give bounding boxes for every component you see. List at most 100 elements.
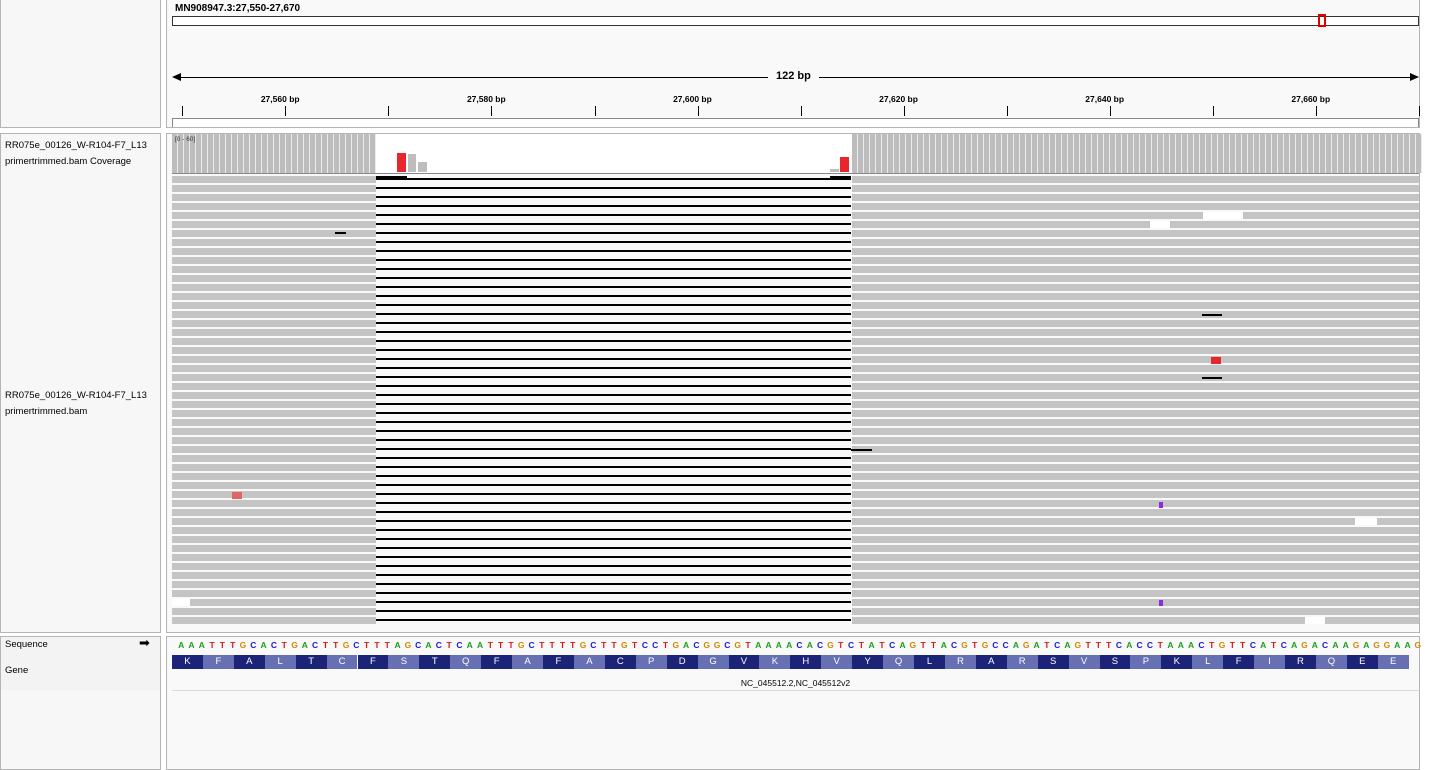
amino-acid-cell: K <box>172 655 203 669</box>
sequence-base: C <box>1136 640 1143 650</box>
ruler-tick <box>595 106 596 116</box>
sequence-base: A <box>1332 640 1339 650</box>
amino-acid-cell: A <box>975 655 1007 669</box>
sequence-base: A <box>1188 640 1195 650</box>
sequence-base: A <box>1311 640 1318 650</box>
sequence-base: A <box>1177 640 1184 650</box>
sequence-base: C <box>889 640 896 650</box>
sequence-base: C <box>1280 640 1287 650</box>
alignment-track-name-line2[interactable]: primertrimmed.bam <box>5 406 88 417</box>
ruler-tick <box>182 106 183 116</box>
amino-acid-cell: R <box>944 655 976 669</box>
chromosome-ideogram[interactable] <box>172 16 1419 26</box>
ruler-tick <box>388 106 389 116</box>
amino-acid-cell: F <box>481 655 513 669</box>
sequence-track-name[interactable]: Sequence <box>5 639 48 650</box>
strand-arrow-icon[interactable]: ➡ <box>139 636 150 651</box>
amino-acid-cell: F <box>202 655 234 669</box>
amino-acid-cell: R <box>1285 655 1316 669</box>
ruler-tick <box>801 106 802 116</box>
sequence-base: A <box>806 640 813 650</box>
sequence-base: G <box>291 640 298 650</box>
sequence-base: G <box>1383 640 1391 650</box>
ruler-tick-label: 27,580 bp <box>466 94 506 104</box>
amino-acid-cell: V <box>1068 655 1100 669</box>
amino-acid-cell: P <box>1130 655 1162 669</box>
ruler-tick-label: 27,620 bp <box>879 94 918 104</box>
sequence-base: C <box>528 640 535 650</box>
sequence-base: T <box>322 640 329 650</box>
sequence-base: C <box>1146 640 1153 650</box>
sequence-base: T <box>1085 640 1091 650</box>
sequence-base: A <box>188 640 195 650</box>
ruler-tick <box>1213 106 1214 116</box>
sequence-base: A <box>1064 640 1071 650</box>
sequence-base: T <box>879 640 885 650</box>
ruler-tick-label: 27,600 bp <box>673 94 712 104</box>
coverage-track-name-line2[interactable]: primertrimmed.bam Coverage <box>5 156 132 167</box>
amino-acid-cell: C <box>326 655 358 669</box>
sequence-base: A <box>1012 640 1019 650</box>
sequence-base: G <box>517 640 525 650</box>
sequence-base: T <box>1240 640 1246 650</box>
amino-acid-cell: C <box>604 655 636 669</box>
ruler-name-panel <box>0 0 161 128</box>
sequence-base: T <box>374 640 380 650</box>
locus-label: MN908947.3:27,550-27,670 <box>175 3 301 14</box>
sequence-base: G <box>579 640 587 650</box>
sequence-base: T <box>559 640 566 650</box>
gene-name-label[interactable]: NC_045512.2,NC_045512v2 <box>740 678 851 688</box>
sequence-base: T <box>281 640 287 650</box>
sequence-base: C <box>817 640 824 650</box>
sequence-base: C <box>652 640 659 650</box>
amino-acid-cell: Q <box>450 655 482 669</box>
sequence-base: T <box>487 640 493 650</box>
sequence-base: T <box>209 640 215 650</box>
sequence-base: A <box>775 640 782 650</box>
sequence-base: T <box>364 640 370 650</box>
data-panel <box>166 133 1420 633</box>
sequence-base: G <box>713 640 721 650</box>
span-width-label: 122 bp <box>768 70 819 82</box>
coverage-range-label: [0 - 60] <box>175 136 196 143</box>
sequence-base: A <box>425 640 432 650</box>
sequence-base: G <box>620 640 628 650</box>
sequence-base: T <box>930 640 937 650</box>
amino-acid-cell: Q <box>883 655 914 669</box>
ruler-tick-label: 27,560 bp <box>260 94 300 104</box>
current-region-marker[interactable] <box>1318 14 1326 27</box>
sequence-base: A <box>899 640 906 650</box>
gene-track-name[interactable]: Gene <box>5 665 29 676</box>
sequence-base: T <box>219 640 225 650</box>
amino-acid-cell: K <box>1161 655 1193 669</box>
coverage-track-name[interactable]: RR075e_00126_W-R104-F7_L13 <box>5 140 147 151</box>
sequence-base: T <box>384 640 390 650</box>
sequence-base: A <box>1167 640 1174 650</box>
amino-acid-cell: L <box>264 655 296 669</box>
sequence-base: G <box>1074 640 1082 650</box>
ruler-tick <box>698 106 699 116</box>
amino-acid-cell: S <box>1099 655 1131 669</box>
amino-acid-cell: A <box>573 655 605 669</box>
sequence-base: G <box>734 640 741 650</box>
sequence-base: C <box>435 640 442 650</box>
sequence-base: T <box>611 640 617 650</box>
sequence-base: G <box>827 640 834 650</box>
sequence-base: T <box>549 640 555 650</box>
sequence-base: T <box>920 640 926 650</box>
sequence-base: G <box>342 640 350 650</box>
sequence-base: C <box>724 640 731 650</box>
ruler-tick <box>285 106 286 116</box>
sequence-base: T <box>838 640 844 650</box>
sequence-base: T <box>498 640 504 650</box>
sequence-base: G <box>1414 640 1422 650</box>
sequence-base: C <box>1249 640 1257 650</box>
alignment-track-name[interactable]: RR075e_00126_W-R104-F7_L13 <box>5 390 147 401</box>
sequence-base: C <box>1115 640 1123 650</box>
amino-acid-cell: D <box>666 655 698 669</box>
span-arrow-left-icon <box>172 73 181 81</box>
feature-panel-divider <box>172 690 1419 691</box>
sequence-base: A <box>1404 640 1411 650</box>
amino-acid-cell: S <box>1037 655 1069 669</box>
amino-acid-cell: T <box>419 655 451 669</box>
